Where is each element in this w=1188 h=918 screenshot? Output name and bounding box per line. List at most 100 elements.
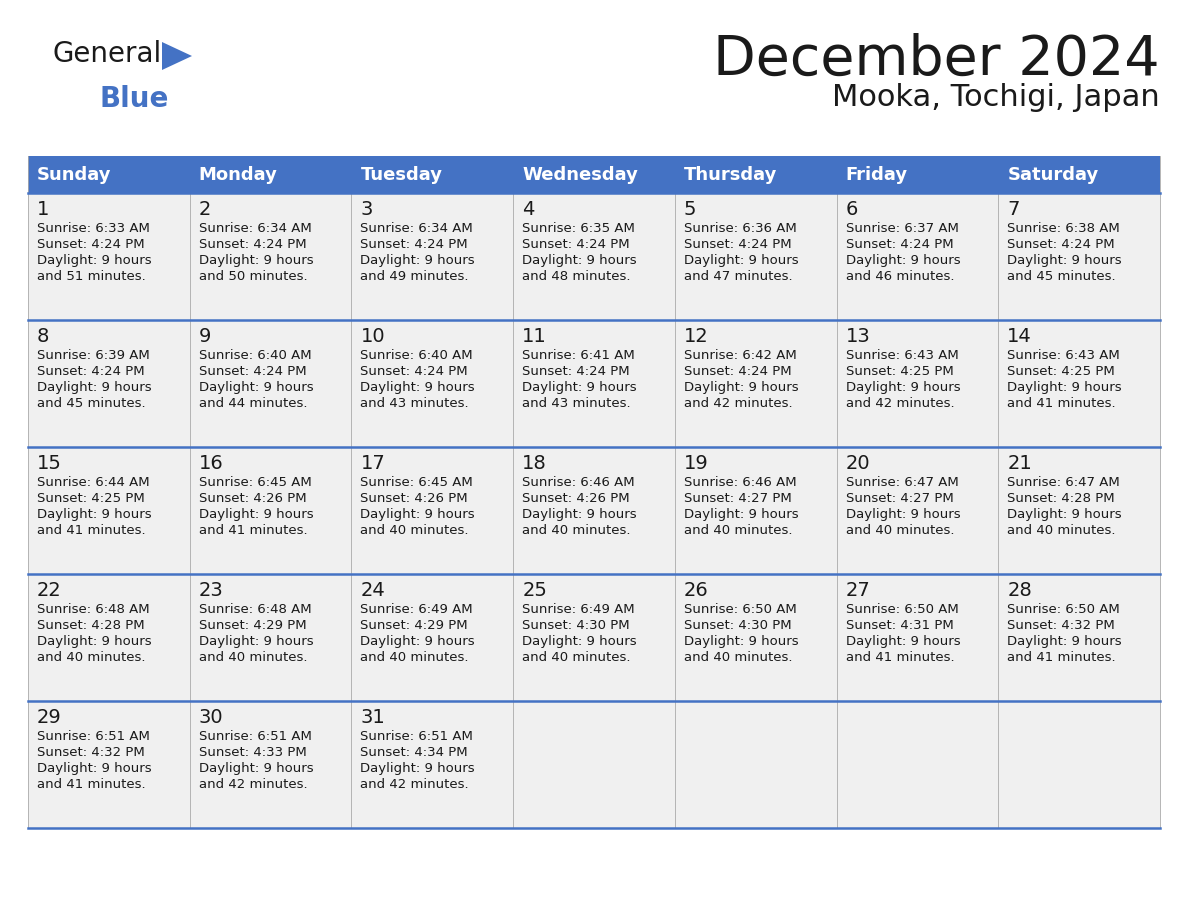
Text: 23: 23 <box>198 581 223 600</box>
Text: Sunset: 4:24 PM: Sunset: 4:24 PM <box>360 238 468 251</box>
Text: Sunrise: 6:48 AM: Sunrise: 6:48 AM <box>37 603 150 616</box>
Text: 25: 25 <box>523 581 546 600</box>
Text: Blue: Blue <box>100 85 170 113</box>
Text: Sunset: 4:24 PM: Sunset: 4:24 PM <box>360 365 468 378</box>
Text: Sunrise: 6:42 AM: Sunrise: 6:42 AM <box>684 349 797 362</box>
Text: 10: 10 <box>360 327 385 346</box>
Text: Sunrise: 6:46 AM: Sunrise: 6:46 AM <box>684 476 796 489</box>
Text: Sunset: 4:28 PM: Sunset: 4:28 PM <box>1007 492 1114 505</box>
Text: Daylight: 9 hours: Daylight: 9 hours <box>684 381 798 394</box>
Text: and 40 minutes.: and 40 minutes. <box>37 651 145 664</box>
Text: and 50 minutes.: and 50 minutes. <box>198 270 308 283</box>
Text: Mooka, Tochigi, Japan: Mooka, Tochigi, Japan <box>833 84 1159 113</box>
Text: Daylight: 9 hours: Daylight: 9 hours <box>37 381 152 394</box>
Text: Daylight: 9 hours: Daylight: 9 hours <box>198 381 314 394</box>
Text: Sunset: 4:29 PM: Sunset: 4:29 PM <box>360 619 468 632</box>
Text: Daylight: 9 hours: Daylight: 9 hours <box>684 254 798 267</box>
Text: Sunrise: 6:34 AM: Sunrise: 6:34 AM <box>198 222 311 235</box>
Text: Sunset: 4:34 PM: Sunset: 4:34 PM <box>360 746 468 759</box>
Text: and 40 minutes.: and 40 minutes. <box>846 524 954 537</box>
Text: Sunrise: 6:50 AM: Sunrise: 6:50 AM <box>1007 603 1120 616</box>
Text: Sunrise: 6:43 AM: Sunrise: 6:43 AM <box>846 349 959 362</box>
Text: 21: 21 <box>1007 454 1032 473</box>
Text: Daylight: 9 hours: Daylight: 9 hours <box>523 381 637 394</box>
Text: 29: 29 <box>37 708 62 727</box>
Text: Monday: Monday <box>198 165 278 184</box>
Bar <box>29 193 1159 320</box>
Text: Daylight: 9 hours: Daylight: 9 hours <box>1007 508 1121 521</box>
Text: Sunday: Sunday <box>37 165 112 184</box>
Text: Sunrise: 6:38 AM: Sunrise: 6:38 AM <box>1007 222 1120 235</box>
Text: 16: 16 <box>198 454 223 473</box>
Text: and 40 minutes.: and 40 minutes. <box>198 651 308 664</box>
Text: 31: 31 <box>360 708 385 727</box>
Text: Sunrise: 6:36 AM: Sunrise: 6:36 AM <box>684 222 797 235</box>
Text: Sunrise: 6:50 AM: Sunrise: 6:50 AM <box>684 603 797 616</box>
Text: 8: 8 <box>37 327 50 346</box>
Text: Daylight: 9 hours: Daylight: 9 hours <box>360 254 475 267</box>
Text: Daylight: 9 hours: Daylight: 9 hours <box>37 508 152 521</box>
Text: Daylight: 9 hours: Daylight: 9 hours <box>523 635 637 648</box>
Text: Daylight: 9 hours: Daylight: 9 hours <box>37 254 152 267</box>
Text: Sunset: 4:25 PM: Sunset: 4:25 PM <box>846 365 953 378</box>
Text: Sunset: 4:30 PM: Sunset: 4:30 PM <box>523 619 630 632</box>
Text: Thursday: Thursday <box>684 165 777 184</box>
Text: Sunrise: 6:43 AM: Sunrise: 6:43 AM <box>1007 349 1120 362</box>
Text: Sunset: 4:24 PM: Sunset: 4:24 PM <box>37 365 145 378</box>
Text: and 42 minutes.: and 42 minutes. <box>684 397 792 410</box>
Text: 14: 14 <box>1007 327 1032 346</box>
Text: Daylight: 9 hours: Daylight: 9 hours <box>360 762 475 775</box>
Text: and 45 minutes.: and 45 minutes. <box>1007 270 1116 283</box>
Text: Daylight: 9 hours: Daylight: 9 hours <box>684 508 798 521</box>
Text: 20: 20 <box>846 454 870 473</box>
Text: and 43 minutes.: and 43 minutes. <box>360 397 469 410</box>
Text: Sunrise: 6:40 AM: Sunrise: 6:40 AM <box>360 349 473 362</box>
Text: Daylight: 9 hours: Daylight: 9 hours <box>846 508 960 521</box>
Text: 7: 7 <box>1007 200 1019 219</box>
Text: Sunrise: 6:49 AM: Sunrise: 6:49 AM <box>360 603 473 616</box>
Text: 24: 24 <box>360 581 385 600</box>
Text: Daylight: 9 hours: Daylight: 9 hours <box>198 635 314 648</box>
Text: Daylight: 9 hours: Daylight: 9 hours <box>1007 635 1121 648</box>
Text: Sunrise: 6:35 AM: Sunrise: 6:35 AM <box>523 222 636 235</box>
Text: Wednesday: Wednesday <box>523 165 638 184</box>
Text: and 40 minutes.: and 40 minutes. <box>684 651 792 664</box>
Text: Sunset: 4:24 PM: Sunset: 4:24 PM <box>37 238 145 251</box>
Text: and 46 minutes.: and 46 minutes. <box>846 270 954 283</box>
Text: Sunrise: 6:47 AM: Sunrise: 6:47 AM <box>1007 476 1120 489</box>
Text: 6: 6 <box>846 200 858 219</box>
Text: Tuesday: Tuesday <box>360 165 442 184</box>
Text: Sunset: 4:24 PM: Sunset: 4:24 PM <box>1007 238 1114 251</box>
Text: Sunset: 4:28 PM: Sunset: 4:28 PM <box>37 619 145 632</box>
Text: and 42 minutes.: and 42 minutes. <box>360 778 469 791</box>
Text: Sunset: 4:25 PM: Sunset: 4:25 PM <box>37 492 145 505</box>
Text: General: General <box>52 40 162 68</box>
Text: and 43 minutes.: and 43 minutes. <box>523 397 631 410</box>
Text: and 41 minutes.: and 41 minutes. <box>37 524 146 537</box>
Text: 2: 2 <box>198 200 211 219</box>
Text: Sunset: 4:24 PM: Sunset: 4:24 PM <box>523 365 630 378</box>
Text: and 40 minutes.: and 40 minutes. <box>523 651 631 664</box>
Text: Sunset: 4:30 PM: Sunset: 4:30 PM <box>684 619 791 632</box>
Text: Daylight: 9 hours: Daylight: 9 hours <box>523 508 637 521</box>
Text: and 41 minutes.: and 41 minutes. <box>1007 397 1116 410</box>
Text: Sunset: 4:24 PM: Sunset: 4:24 PM <box>523 238 630 251</box>
Text: and 41 minutes.: and 41 minutes. <box>846 651 954 664</box>
Text: and 40 minutes.: and 40 minutes. <box>523 524 631 537</box>
Polygon shape <box>162 42 192 70</box>
Text: Daylight: 9 hours: Daylight: 9 hours <box>198 254 314 267</box>
Text: Sunrise: 6:39 AM: Sunrise: 6:39 AM <box>37 349 150 362</box>
Text: 18: 18 <box>523 454 546 473</box>
Text: Daylight: 9 hours: Daylight: 9 hours <box>846 381 960 394</box>
Text: Sunset: 4:24 PM: Sunset: 4:24 PM <box>198 365 307 378</box>
Text: Daylight: 9 hours: Daylight: 9 hours <box>360 635 475 648</box>
Text: Daylight: 9 hours: Daylight: 9 hours <box>523 254 637 267</box>
Bar <box>29 156 1159 193</box>
Text: and 42 minutes.: and 42 minutes. <box>198 778 308 791</box>
Text: 11: 11 <box>523 327 546 346</box>
Text: 4: 4 <box>523 200 535 219</box>
Text: and 40 minutes.: and 40 minutes. <box>360 524 469 537</box>
Text: and 44 minutes.: and 44 minutes. <box>198 397 308 410</box>
Text: Sunset: 4:27 PM: Sunset: 4:27 PM <box>846 492 953 505</box>
Text: and 40 minutes.: and 40 minutes. <box>684 524 792 537</box>
